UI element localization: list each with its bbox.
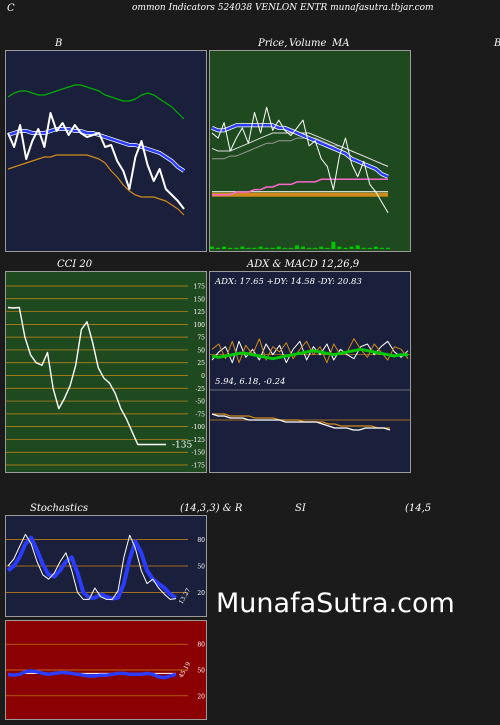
cci-tick-label: -175 [192,463,206,470]
cci-tick-label: 175 [194,284,206,291]
price-title-ma: MA [332,38,350,49]
price-volume-bar [379,247,384,249]
rsi-tick-label: 20 [197,693,205,700]
price-orange-band [212,192,388,197]
price-volume-bar [264,247,269,249]
price-right-letter: B [494,38,500,49]
adx-title: ADX & MACD 12,26,9 [247,259,360,270]
cci-tick-label: 0 [201,373,205,380]
price-volume-bar [288,247,293,249]
cci-tick-label: 50 [197,347,205,354]
adx-chart: ADX: 17.65 +DY: 14.58 -DY: 20.83 5.94, 6.… [210,277,410,431]
rsi-panel: 80 50 20 45.19 [5,620,207,720]
price-volume-bar [276,246,281,249]
price-band-top-line [212,191,388,193]
stoch-tick-label: 50 [197,564,205,571]
cci-tick-label: -125 [192,437,206,444]
header-left-letter: C [7,3,15,14]
stoch-tick-label: 80 [197,537,205,544]
adx-plus-di-line [211,338,409,364]
price-volume-bar [349,246,354,249]
price-volume-bar [240,246,245,249]
rsi-chart: 80 50 20 45.19 [6,642,205,700]
price-title: Price, [258,38,288,49]
cci-tick-label: -100 [192,424,206,431]
stoch-d-line [6,535,178,601]
price-volume-bar [246,247,251,249]
price-volume-bar [355,245,360,249]
adx-readout: ADX: 17.65 +DY: 14.58 -DY: 20.83 [214,277,362,287]
price-volume-bar [301,246,306,249]
price-close-line [211,106,389,213]
cci-tick-label: -150 [192,450,206,457]
stoch-chart: 80 50 20 13.27 [6,533,205,606]
price-volume-bar [270,247,275,249]
price-volume-bar [367,247,372,249]
adx-panel: ADX: 17.65 +DY: 14.58 -DY: 20.83 5.94, 6.… [209,271,411,473]
price-volume-bar [337,246,342,249]
bollinger-upper-line [7,84,185,120]
price-volume-bar [313,247,318,249]
cci-tick-label: 125 [194,309,206,316]
cci-title: CCI 20 [57,259,93,270]
rsi-tick-label: 50 [197,668,205,675]
bollinger-panel [5,50,207,252]
bollinger-chart [7,84,186,216]
cci-tick-label: -25 [195,386,205,393]
price-title-volume: Volume [289,38,327,49]
price-panel [209,50,411,252]
price-pink-ma-line [212,178,388,196]
cci-tick-label: 150 [194,296,206,303]
rsi-value-label: 45.19 [178,661,193,680]
cci-tick-label: -50 [195,399,205,406]
price-volume-bar [210,246,214,249]
bollinger-title: B [55,38,63,49]
price-volume-bar [234,247,239,249]
price-volume-bar [222,246,227,249]
cci-panel: 175 150 125 100 75 50 25 0 -25 -50 -75 -100 -125 -150… [5,271,207,473]
price-volume-bar [294,245,299,249]
stoch-k-line [7,533,177,600]
header-title: ommon Indicators 524038 VENLON ENTR muna… [132,3,434,13]
watermark: MunafaSutra.com [216,588,455,619]
price-volume-bar [343,247,348,249]
macd-signal-line [212,413,390,429]
adx-line [211,347,408,361]
price-blue-ma-line [211,124,389,178]
price-volume-bar [252,247,257,249]
rsi-tick-label: 80 [197,642,205,649]
bollinger-lower-line [7,154,185,216]
price-volume-bar [228,247,233,249]
cci-tick-label: 75 [197,335,205,342]
rsi-title-params: (14,5 [405,503,432,514]
stoch-panel: 80 50 20 13.27 [5,515,207,617]
cci-tick-label: -75 [195,411,205,418]
cci-line [7,306,166,446]
price-volume-bar [216,247,221,249]
price-volume-bar [331,241,336,249]
bollinger-price-line [7,112,185,210]
price-volume-bar [319,246,324,249]
cci-value-label: -135 [172,441,192,451]
price-volume-bar [361,247,366,249]
price-volume-bar [282,247,287,249]
price-volume-bar [325,247,330,249]
macd-line [211,413,391,431]
price-chart [210,106,390,249]
stoch-title: Stochastics [30,503,88,514]
stoch-title-params: (14,3,3) & R [180,503,243,514]
stoch-tick-label: 20 [197,590,205,597]
cci-tick-label: 100 [194,322,206,329]
rsi-title: SI [295,503,306,514]
stoch-value-label: 13.27 [178,587,193,606]
cci-tick-label: 25 [197,360,205,367]
price-volume-bar [373,246,378,249]
price-volume-bar [386,247,390,249]
cci-chart: 175 150 125 100 75 50 25 0 -25 -50 -75 -100 -125 -150… [6,284,206,470]
price-volume-bar [307,247,312,249]
macd-readout: 5.94, 6.18, -0.24 [215,377,285,387]
price-volume-bar [258,246,263,249]
rsi-line [7,669,177,680]
